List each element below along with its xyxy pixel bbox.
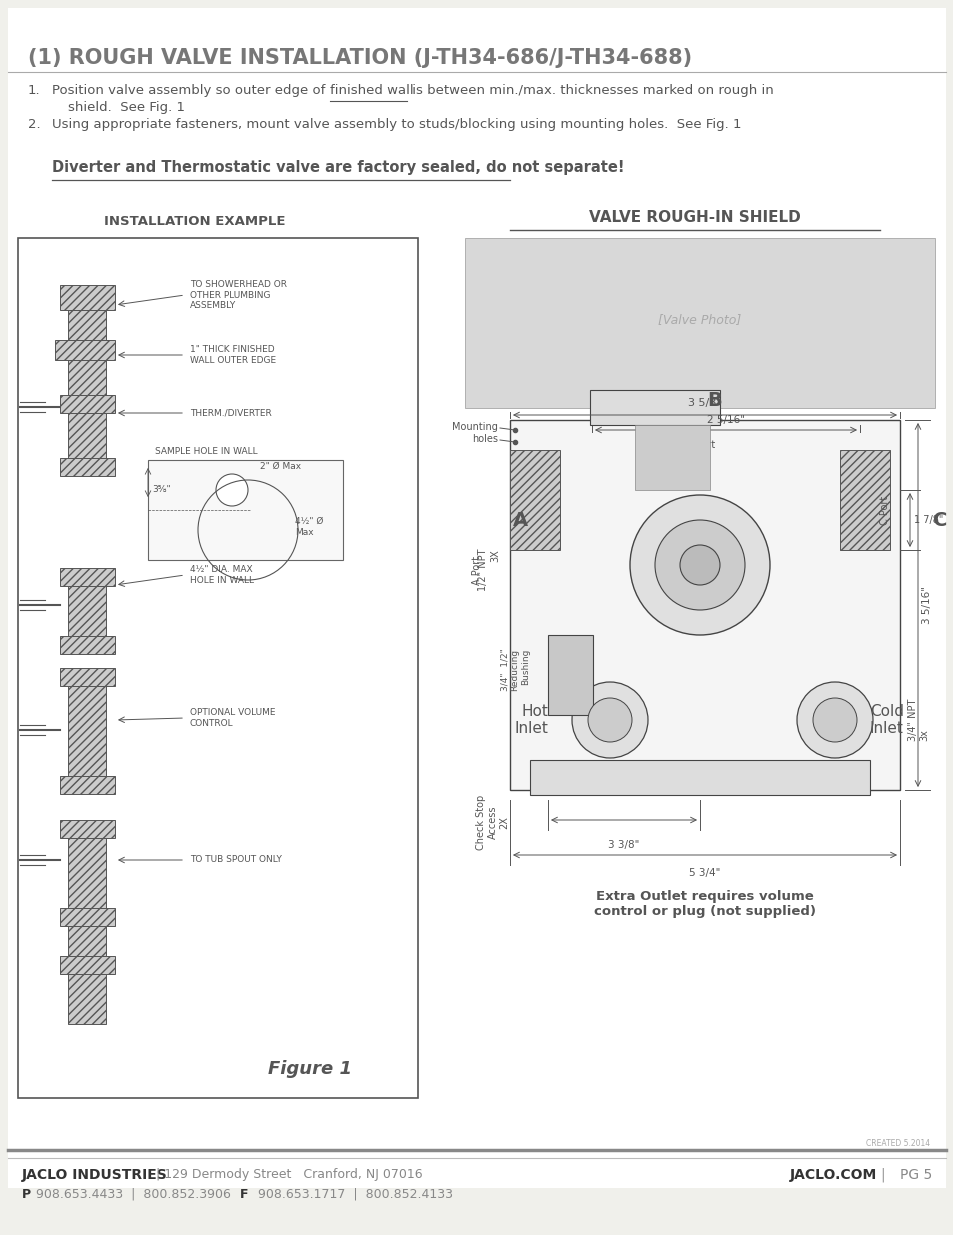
Bar xyxy=(60,636,115,655)
Text: Extra Outlet requires volume
control or plug (not supplied): Extra Outlet requires volume control or … xyxy=(594,890,815,918)
Text: Figure 1: Figure 1 xyxy=(268,1060,352,1078)
Text: is between min./max. thicknesses marked on rough in: is between min./max. thicknesses marked … xyxy=(408,84,773,98)
Bar xyxy=(589,390,720,425)
Text: 908.653.4433  |  800.852.3906: 908.653.4433 | 800.852.3906 xyxy=(32,1188,231,1200)
Text: | 129 Dermody Street   Cranford, NJ 07016: | 129 Dermody Street Cranford, NJ 07016 xyxy=(152,1168,422,1181)
Bar xyxy=(60,395,115,412)
Bar xyxy=(148,459,343,559)
Text: 1/2" NPT
3X: 1/2" NPT 3X xyxy=(477,548,499,592)
Bar xyxy=(60,458,115,475)
Bar xyxy=(68,974,106,1024)
Bar xyxy=(60,820,115,839)
Bar xyxy=(68,839,106,908)
Bar xyxy=(68,310,106,340)
Text: 3 5/16": 3 5/16" xyxy=(921,585,931,624)
Text: THERM./DIVERTER: THERM./DIVERTER xyxy=(190,409,272,417)
Bar xyxy=(635,425,709,490)
Text: PG 5: PG 5 xyxy=(899,1168,931,1182)
Text: CREATED 5.2014: CREATED 5.2014 xyxy=(865,1139,929,1149)
Text: 2 5/16": 2 5/16" xyxy=(706,415,744,425)
Text: 2" Ø Max: 2" Ø Max xyxy=(260,462,301,471)
Text: F: F xyxy=(240,1188,248,1200)
Text: Position valve assembly so outer edge of: Position valve assembly so outer edge of xyxy=(52,84,330,98)
Text: B Port: B Port xyxy=(685,440,714,450)
Bar xyxy=(60,776,115,794)
Text: 4½" Ø
Max: 4½" Ø Max xyxy=(294,517,323,537)
Text: |: | xyxy=(879,1168,883,1182)
Text: 2.: 2. xyxy=(28,119,41,131)
Text: A Port: A Port xyxy=(472,556,481,584)
Text: Cold
Inlet: Cold Inlet xyxy=(869,704,903,736)
Text: finished wall: finished wall xyxy=(330,84,414,98)
Bar xyxy=(60,908,115,926)
Bar xyxy=(18,238,417,1098)
Text: Using appropriate fasteners, mount valve assembly to studs/blocking using mounti: Using appropriate fasteners, mount valve… xyxy=(52,119,740,131)
Text: A: A xyxy=(512,510,527,530)
Text: C Port: C Port xyxy=(879,495,889,525)
Text: Check Stop
Access
2X: Check Stop Access 2X xyxy=(476,795,509,850)
Circle shape xyxy=(796,682,872,758)
Text: TO SHOWERHEAD OR
OTHER PLUMBING
ASSEMBLY: TO SHOWERHEAD OR OTHER PLUMBING ASSEMBLY xyxy=(190,280,287,310)
Text: 3/4" NPT
3x: 3/4" NPT 3x xyxy=(907,699,928,741)
Bar xyxy=(464,238,934,408)
Text: C: C xyxy=(932,510,946,530)
Circle shape xyxy=(587,698,631,742)
Text: (1) ROUGH VALVE INSTALLATION (J-TH34-686/J-TH34-688): (1) ROUGH VALVE INSTALLATION (J-TH34-686… xyxy=(28,48,691,68)
Text: TO TUB SPOUT ONLY: TO TUB SPOUT ONLY xyxy=(190,856,281,864)
Text: B: B xyxy=(707,390,721,410)
Bar xyxy=(510,420,899,790)
Text: 3 3/8": 3 3/8" xyxy=(608,840,639,850)
Circle shape xyxy=(215,474,248,506)
Bar xyxy=(510,450,559,550)
Bar xyxy=(68,926,106,956)
Text: 3 5/8": 3 5/8" xyxy=(687,398,721,408)
Bar xyxy=(60,668,115,685)
Text: Mounting
holes: Mounting holes xyxy=(452,422,497,443)
Text: 1 7/8": 1 7/8" xyxy=(913,515,943,525)
Circle shape xyxy=(572,682,647,758)
Text: 1.: 1. xyxy=(28,84,41,98)
Bar xyxy=(68,412,106,458)
Text: 3⅝": 3⅝" xyxy=(152,485,171,494)
Bar xyxy=(530,760,869,795)
Text: JACLO INDUSTRIES: JACLO INDUSTRIES xyxy=(22,1168,168,1182)
Text: 3/4"  1/2"
Reducing
Bushing: 3/4" 1/2" Reducing Bushing xyxy=(499,648,530,692)
Text: OPTIONAL VOLUME
CONTROL: OPTIONAL VOLUME CONTROL xyxy=(190,709,275,727)
Bar xyxy=(840,450,889,550)
Text: 4½" DIA. MAX
HOLE IN WALL: 4½" DIA. MAX HOLE IN WALL xyxy=(190,566,253,584)
Text: P: P xyxy=(22,1188,31,1200)
Text: SAMPLE HOLE IN WALL: SAMPLE HOLE IN WALL xyxy=(154,447,257,456)
Circle shape xyxy=(812,698,856,742)
Text: 5 3/4": 5 3/4" xyxy=(689,868,720,878)
Bar xyxy=(60,568,115,585)
Text: Diverter and Thermostatic valve are factory sealed, do not separate!: Diverter and Thermostatic valve are fact… xyxy=(52,161,624,175)
Text: JACLO.COM: JACLO.COM xyxy=(789,1168,877,1182)
Bar xyxy=(68,585,106,636)
Text: 908.653.1717  |  800.852.4133: 908.653.1717 | 800.852.4133 xyxy=(250,1188,453,1200)
Text: 1" THICK FINISHED
WALL OUTER EDGE: 1" THICK FINISHED WALL OUTER EDGE xyxy=(190,346,275,364)
Bar xyxy=(60,285,115,310)
Circle shape xyxy=(679,545,720,585)
Text: shield.  See Fig. 1: shield. See Fig. 1 xyxy=(68,101,185,114)
Text: Hot
Inlet: Hot Inlet xyxy=(514,704,547,736)
Bar xyxy=(547,635,593,715)
Text: VALVE ROUGH-IN SHIELD: VALVE ROUGH-IN SHIELD xyxy=(589,210,800,225)
Text: INSTALLATION EXAMPLE: INSTALLATION EXAMPLE xyxy=(104,215,286,228)
Bar xyxy=(68,359,106,395)
Circle shape xyxy=(629,495,769,635)
Circle shape xyxy=(655,520,744,610)
Bar xyxy=(68,685,106,776)
Text: [Valve Photo]: [Valve Photo] xyxy=(658,314,740,326)
Bar xyxy=(55,340,115,359)
Bar xyxy=(60,956,115,974)
